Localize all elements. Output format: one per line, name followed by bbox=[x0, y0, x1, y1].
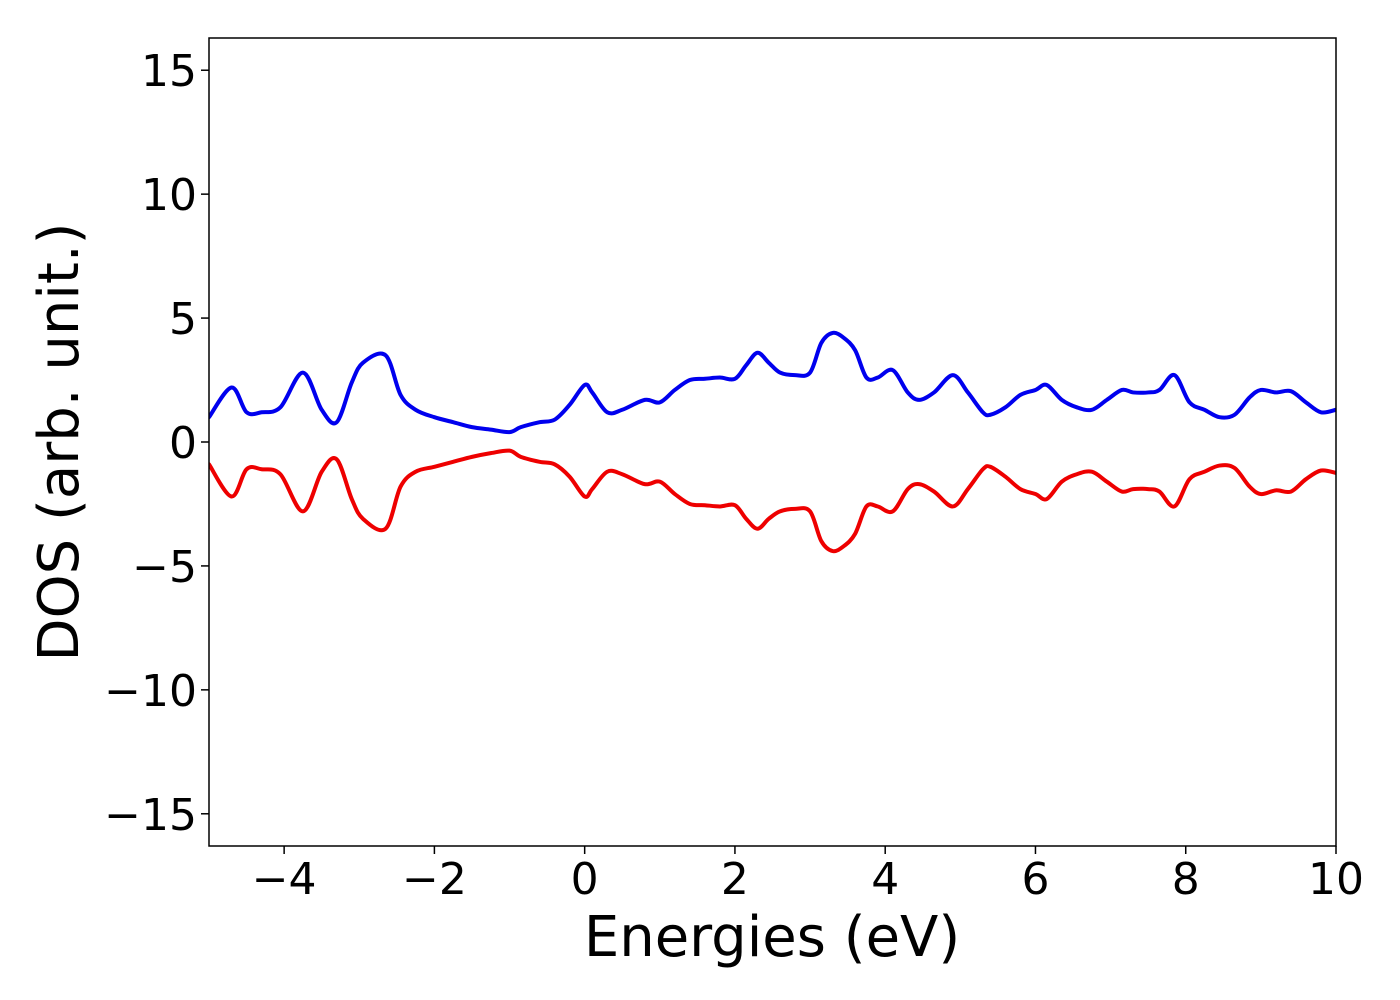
x-tick-label: 2 bbox=[721, 854, 749, 905]
y-tick-label: −15 bbox=[104, 790, 197, 841]
y-tick-label: 15 bbox=[141, 46, 197, 97]
x-tick-label: 8 bbox=[1172, 854, 1200, 905]
series-line-spin-down bbox=[209, 448, 1336, 554]
series-layer bbox=[209, 330, 1336, 554]
y-axis-label: DOS (arb. unit.) bbox=[27, 222, 92, 661]
x-tick-label: 0 bbox=[571, 854, 599, 905]
x-tick-label: 4 bbox=[871, 854, 899, 905]
y-tick-label: 0 bbox=[169, 418, 197, 469]
y-tick-label: 5 bbox=[169, 294, 197, 345]
x-tick-label: −2 bbox=[402, 854, 467, 905]
x-axis-ticks: −4 −2 0 2 4 6 8 10 bbox=[252, 846, 1364, 905]
x-tick-label: 10 bbox=[1308, 854, 1364, 905]
x-tick-label: 6 bbox=[1021, 854, 1049, 905]
x-tick-label: −4 bbox=[252, 854, 317, 905]
y-axis-ticks: −15 −10 −5 0 5 10 15 bbox=[104, 46, 209, 841]
y-tick-label: −10 bbox=[104, 666, 197, 717]
x-axis-label: Energies (eV) bbox=[584, 905, 960, 970]
y-tick-label: −5 bbox=[132, 542, 197, 593]
series-line-spin-up bbox=[209, 330, 1336, 435]
y-tick-label: 10 bbox=[141, 170, 197, 221]
